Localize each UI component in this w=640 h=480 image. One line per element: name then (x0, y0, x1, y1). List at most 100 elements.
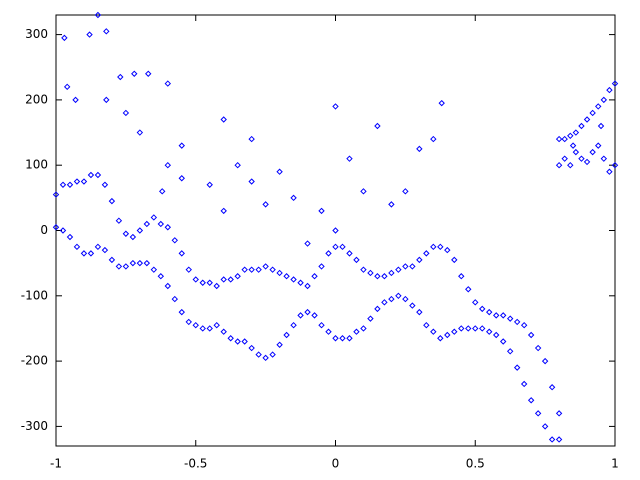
point (220, 328, 227, 335)
point (527, 397, 535, 404)
point (555, 410, 563, 417)
point (381, 273, 388, 280)
point (248, 135, 255, 143)
point (73, 178, 81, 185)
point (52, 191, 60, 198)
point (311, 312, 318, 319)
point (311, 273, 318, 280)
point (164, 80, 172, 87)
point (80, 250, 88, 257)
point (318, 207, 325, 215)
point (567, 161, 574, 169)
point (213, 321, 220, 329)
point (206, 181, 213, 188)
point (241, 338, 248, 345)
point (164, 161, 172, 169)
point (395, 292, 402, 300)
point (108, 256, 116, 264)
point (444, 246, 451, 254)
point (234, 273, 241, 280)
point (262, 201, 269, 208)
point (101, 181, 109, 188)
point (269, 351, 276, 358)
point (248, 266, 255, 273)
point (597, 122, 605, 130)
point (555, 135, 563, 143)
point (332, 103, 339, 110)
y-tick-label: -200 (21, 354, 48, 368)
point (122, 109, 130, 117)
point (283, 273, 290, 280)
point (206, 279, 213, 286)
point (61, 34, 68, 42)
point (143, 259, 151, 267)
point (52, 224, 60, 231)
point (465, 325, 472, 332)
point (103, 96, 110, 104)
point (157, 273, 165, 280)
point (178, 308, 185, 316)
point (374, 273, 381, 280)
point (192, 276, 199, 283)
point (506, 315, 514, 322)
y-tick-label: 0 (40, 223, 48, 237)
point (304, 240, 311, 247)
point (276, 168, 283, 175)
point (150, 214, 158, 221)
y-tick-label: -300 (21, 419, 48, 433)
point (572, 129, 580, 136)
x-tick-label: 1 (611, 457, 619, 471)
point (589, 109, 596, 117)
point (269, 266, 276, 273)
point (234, 161, 241, 169)
point (572, 148, 580, 156)
point (199, 279, 206, 286)
point (367, 269, 374, 277)
x-tick-label: 0.5 (466, 457, 485, 471)
point (276, 341, 283, 348)
point (318, 321, 325, 329)
point (600, 155, 608, 162)
point (423, 321, 430, 329)
point (499, 338, 507, 345)
point (569, 142, 577, 149)
point (72, 96, 79, 104)
point (493, 331, 500, 339)
x-tick-label: 0 (332, 457, 340, 471)
point (600, 96, 608, 104)
point (131, 70, 138, 77)
y-tick-label: 200 (25, 92, 48, 106)
point (103, 28, 110, 35)
point (595, 103, 602, 110)
point (374, 122, 381, 130)
point (94, 11, 102, 19)
point (192, 321, 199, 329)
point (185, 318, 192, 326)
point (115, 263, 123, 270)
point (178, 175, 185, 182)
point (159, 188, 166, 195)
point (136, 259, 144, 267)
point (541, 357, 549, 365)
point (171, 295, 178, 303)
point (171, 237, 178, 244)
point (506, 348, 514, 355)
point (108, 197, 116, 205)
x-tick-label: -0.5 (184, 457, 207, 471)
point (290, 321, 297, 329)
point (395, 266, 402, 273)
point (555, 161, 563, 169)
point (332, 227, 339, 234)
point (561, 155, 568, 162)
point (164, 282, 172, 290)
y-tick-label: 100 (25, 158, 48, 172)
point (227, 335, 234, 342)
point (534, 344, 542, 352)
point (520, 321, 528, 329)
point (479, 305, 486, 313)
point (178, 142, 185, 149)
point (402, 188, 409, 195)
point (423, 250, 430, 257)
point (304, 282, 311, 290)
